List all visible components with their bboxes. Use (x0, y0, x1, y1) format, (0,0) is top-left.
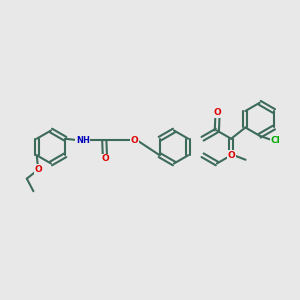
Text: O: O (101, 154, 109, 163)
Text: O: O (227, 151, 235, 160)
Text: Cl: Cl (271, 136, 281, 145)
Text: O: O (34, 165, 42, 174)
Text: O: O (214, 108, 221, 117)
Text: O: O (130, 136, 138, 145)
Text: NH: NH (76, 136, 90, 145)
Text: O: O (130, 136, 138, 145)
